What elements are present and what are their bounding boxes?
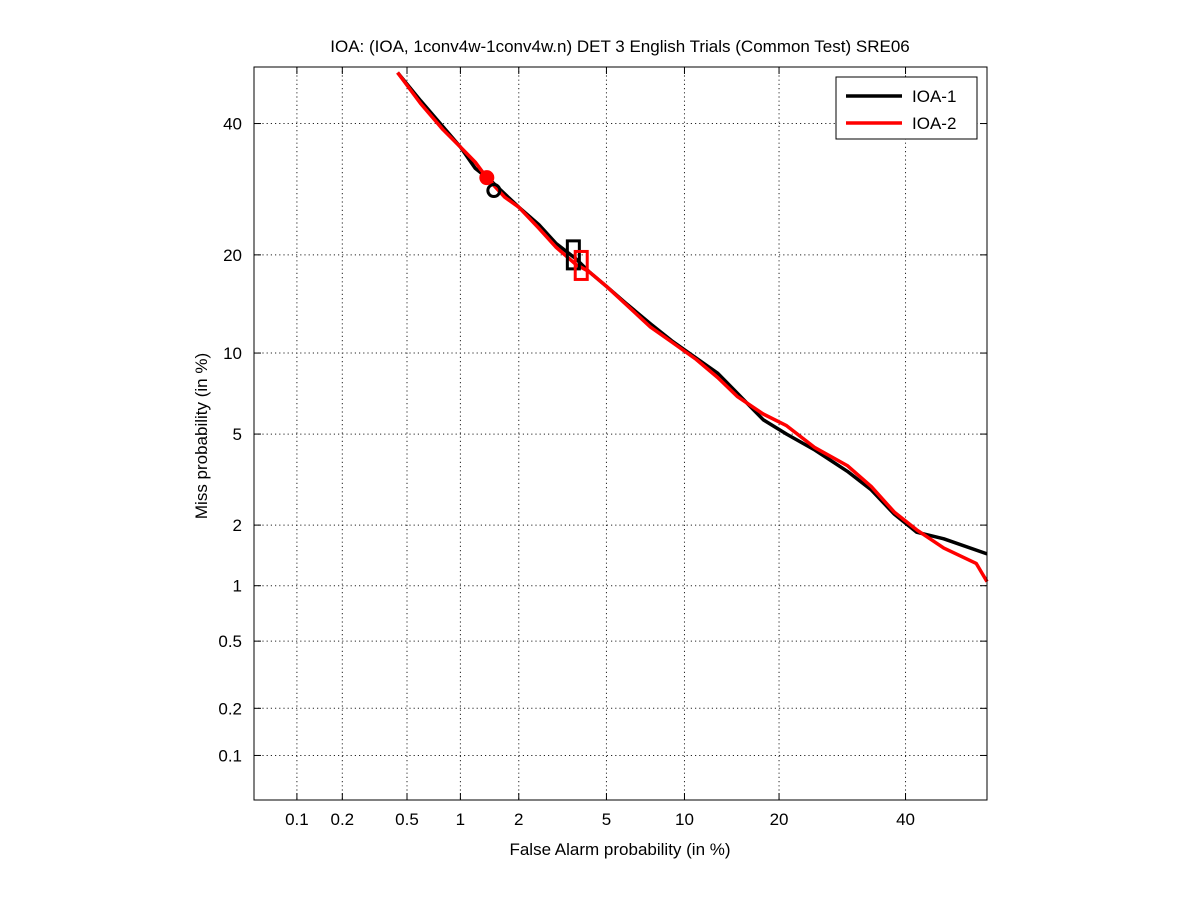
- y-tick-label: 2: [233, 516, 242, 535]
- y-tick-label: 10: [223, 344, 242, 363]
- y-tick-label: 0.5: [218, 632, 242, 651]
- legend-box: [835, 76, 978, 140]
- x-tick-label: 0.5: [395, 810, 419, 829]
- x-axis-label: False Alarm probability (in %): [509, 840, 730, 859]
- marker-group: [479, 170, 589, 281]
- chart-title: IOA: (IOA, 1conv4w-1conv4w.n) DET 3 Engl…: [330, 37, 909, 56]
- min-dcf-marker-ioa-1: [486, 183, 502, 199]
- series-line-ioa-1: [396, 71, 988, 556]
- y-tick-label: 0.1: [218, 746, 242, 765]
- x-tick-label: 10: [675, 810, 694, 829]
- series-group: [396, 71, 989, 583]
- y-tick-label: 20: [223, 246, 242, 265]
- x-tick-label: 0.1: [285, 810, 309, 829]
- plot-frame: [253, 66, 988, 801]
- x-tick-label: 0.2: [330, 810, 354, 829]
- y-axis-ticks: 0.1 0.2 0.5 1 2 5 10 20 40: [218, 115, 987, 765]
- legend-label-ioa-1: IOA-1: [912, 87, 956, 106]
- x-tick-label: 5: [602, 810, 611, 829]
- x-axis-ticks: 0.1 0.2 0.5 1 2 5 10 20 40: [285, 67, 915, 829]
- x-tick-label: 2: [514, 810, 523, 829]
- legend: IOA-1 IOA-2: [835, 76, 978, 140]
- x-tick-label: 1: [456, 810, 465, 829]
- series-line-ioa-2: [396, 71, 989, 583]
- eer-marker-ioa-1: [565, 239, 581, 271]
- y-axis-label: Miss probability (in %): [192, 353, 211, 519]
- grid-lines: [254, 67, 987, 800]
- y-tick-label: 40: [223, 115, 242, 134]
- eer-marker-ioa-2: [573, 249, 589, 281]
- x-tick-label: 40: [896, 810, 915, 829]
- x-tick-label: 20: [770, 810, 789, 829]
- y-tick-label: 5: [233, 425, 242, 444]
- min-dcf-marker-ioa-2: [479, 170, 495, 186]
- y-tick-label: 1: [233, 577, 242, 596]
- y-tick-label: 0.2: [218, 699, 242, 718]
- legend-label-ioa-2: IOA-2: [912, 114, 956, 133]
